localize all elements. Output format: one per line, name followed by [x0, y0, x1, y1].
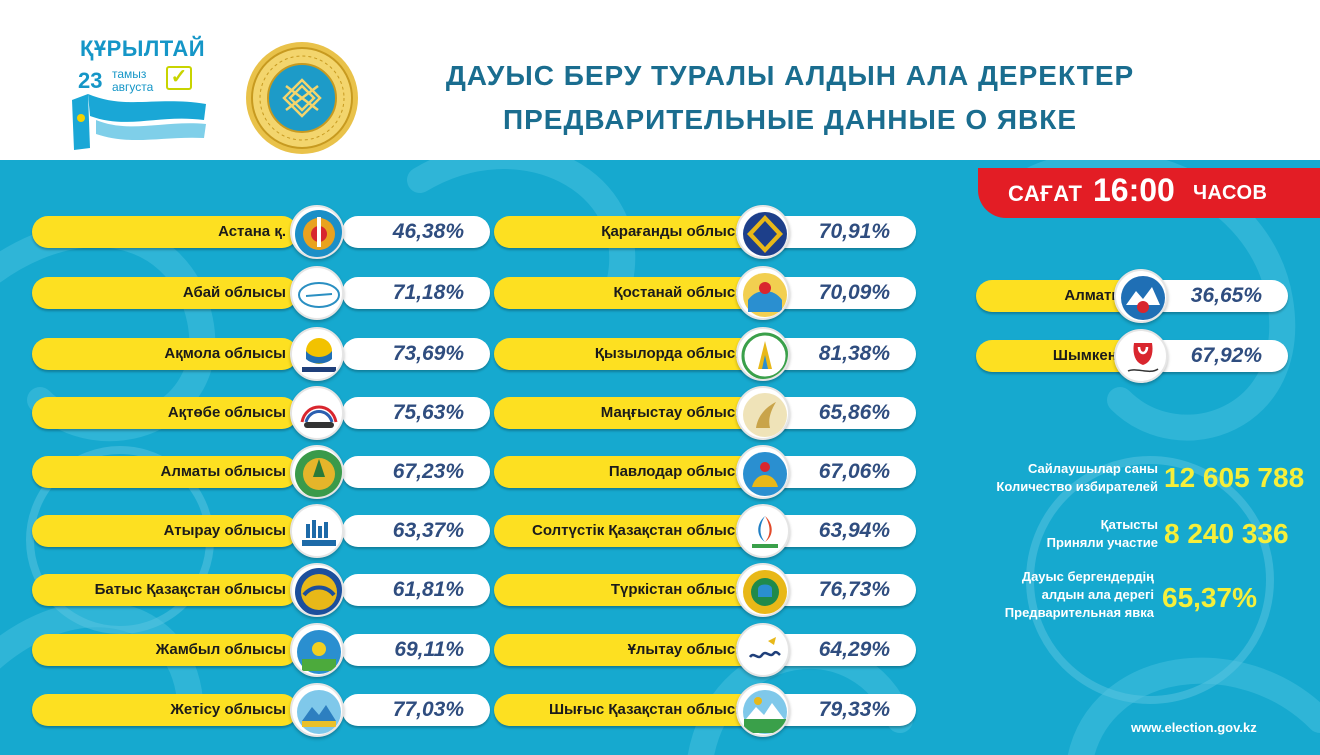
election-website-link[interactable]: www.election.gov.kz — [1131, 720, 1257, 735]
region-turnout: 77,03% — [392, 698, 464, 721]
aktobe-logo-icon — [290, 386, 344, 440]
abai-emblem-icon — [290, 266, 344, 320]
region-name: Жамбыл облысы — [155, 641, 286, 658]
turnout-label-ru: Предварительная явка — [1004, 605, 1154, 620]
participated-label: Қатысты Приняли участие — [960, 516, 1158, 552]
zhambyl-emblem-icon — [290, 623, 344, 677]
participated-label-kz: Қатысты — [1100, 517, 1158, 532]
region-name: Атырау облысы — [163, 522, 286, 539]
voters-value: 12 605 788 — [1164, 462, 1305, 493]
region-turnout: 67,06% — [818, 460, 890, 483]
city-turnout: 67,92% — [1190, 344, 1262, 367]
region-name: Түркістан облысы — [610, 581, 748, 598]
region-turnout: 70,91% — [818, 220, 890, 243]
cec-seal-icon — [246, 42, 358, 154]
time-prefix: САҒАТ — [1008, 181, 1083, 206]
region-name: Абай облысы — [182, 284, 286, 301]
logo-month-kz: тамыз — [112, 67, 147, 81]
voters-label-kz: Сайлаушылар саны — [1027, 461, 1158, 476]
time-suffix: ЧАСОВ — [1193, 182, 1268, 204]
region-turnout: 73,69% — [392, 342, 464, 365]
time-badge: САҒАТ 16:00 ЧАСОВ — [978, 168, 1320, 218]
shymkent-logo-icon — [1114, 329, 1168, 383]
ulytau-logo-icon — [736, 623, 790, 677]
west-kazakhstan-emblem-icon — [290, 563, 344, 617]
region-turnout: 61,81% — [392, 578, 464, 601]
region-name: Батыс Қазақстан облысы — [94, 581, 286, 598]
region-name: Жетісу облысы — [170, 701, 286, 718]
city-turnout: 36,65% — [1190, 284, 1262, 307]
north-kazakhstan-logo-icon — [736, 504, 790, 558]
region-turnout: 64,29% — [818, 638, 890, 661]
kostanay-emblem-icon — [736, 266, 790, 320]
region-turnout: 67,23% — [392, 460, 464, 483]
zhetisu-emblem-icon — [290, 683, 344, 737]
region-name: Маңғыстау облысы — [600, 404, 748, 421]
turnout-label: Дауыс бергендердің алдын ала дерегі Пред… — [930, 568, 1154, 622]
region-turnout: 76,73% — [818, 578, 890, 601]
checkmark-icon: ✓ — [166, 66, 192, 90]
turnout-label-kz-2: алдын ала дерегі — [1041, 587, 1154, 602]
region-turnout: 46,38% — [392, 220, 464, 243]
participated-label-ru: Приняли участие — [1046, 535, 1158, 550]
kurultai-logo: ҚҰРЫЛТАЙ 23 тамыз августа ✓ — [66, 34, 216, 152]
region-name: Павлодар облысы — [608, 463, 748, 480]
region-turnout: 65,86% — [818, 401, 890, 424]
region-turnout: 81,38% — [818, 342, 890, 365]
turkistan-emblem-icon — [736, 563, 790, 617]
kyzylorda-emblem-icon — [736, 327, 790, 381]
region-turnout: 63,94% — [818, 519, 890, 542]
logo-month-ru: августа — [112, 80, 154, 94]
region-turnout: 71,18% — [392, 281, 464, 304]
time-value: 16:00 — [1093, 172, 1175, 208]
region-turnout: 75,63% — [392, 401, 464, 424]
region-name: Алматы облысы — [160, 463, 286, 480]
region-turnout: 79,33% — [818, 698, 890, 721]
pavlodar-emblem-icon — [736, 445, 790, 499]
region-name: Шығыс Қазақстан облысы — [548, 701, 748, 718]
region-name: Қызылорда облысы — [594, 345, 748, 362]
region-turnout: 63,37% — [392, 519, 464, 542]
akmola-logo-icon — [290, 327, 344, 381]
logo-day: 23 — [78, 68, 103, 93]
voters-label: Сайлаушылар саны Количество избирателей — [960, 460, 1158, 496]
page-title-ru: ПРЕДВАРИТЕЛЬНЫЕ ДАННЫЕ О ЯВКЕ — [502, 104, 1078, 135]
region-turnout: 69,11% — [394, 638, 464, 661]
region-name: Ақтөбе облысы — [167, 404, 286, 421]
region-name: Ұлытау облысы — [627, 641, 748, 658]
region-name: Қарағанды облысы — [601, 223, 748, 240]
east-kazakhstan-emblem-icon — [736, 683, 790, 737]
almaty-region-emblem-icon — [290, 445, 344, 499]
karaganda-emblem-icon — [736, 205, 790, 259]
turnout-label-kz-1: Дауыс бергендердің — [1021, 569, 1154, 584]
turnout-value: 65,37% — [1162, 582, 1257, 613]
participated-value: 8 240 336 — [1164, 518, 1289, 549]
region-turnout: 70,09% — [818, 281, 890, 304]
flag-ribbon-icon — [72, 94, 206, 150]
region-name: Солтүстік Қазақстан облысы — [532, 522, 748, 539]
region-name: Қостанай облысы — [613, 284, 749, 301]
astana-emblem-icon — [290, 205, 344, 259]
logo-title: ҚҰРЫЛТАЙ — [80, 36, 206, 61]
region-name: Астана қ. — [218, 223, 286, 240]
mangystau-emblem-icon — [736, 386, 790, 440]
region-name: Ақмола облысы — [164, 345, 286, 362]
header: ҚҰРЫЛТАЙ 23 тамыз августа ✓ ДАУЫС БЕРУ Т… — [0, 0, 1320, 160]
voters-label-ru: Количество избирателей — [996, 479, 1158, 494]
almaty-city-emblem-icon — [1114, 269, 1168, 323]
atyrau-logo-icon — [290, 504, 344, 558]
page-title-kz: ДАУЫС БЕРУ ТУРАЛЫ АЛДЫН АЛА ДЕРЕКТЕР — [445, 60, 1135, 91]
